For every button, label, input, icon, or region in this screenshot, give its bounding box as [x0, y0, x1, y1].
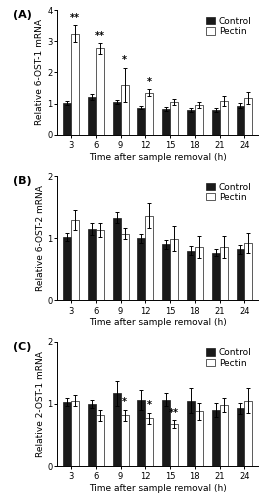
- Text: **: **: [95, 30, 105, 40]
- Bar: [220, 247, 228, 300]
- Bar: [170, 424, 178, 466]
- Bar: [121, 85, 129, 134]
- Bar: [71, 34, 79, 134]
- Bar: [195, 247, 203, 300]
- Text: *: *: [147, 77, 152, 87]
- Bar: [88, 96, 96, 134]
- Bar: [96, 48, 104, 134]
- X-axis label: Time after sample removal (h): Time after sample removal (h): [89, 152, 227, 162]
- Text: **: **: [70, 12, 80, 22]
- Bar: [244, 242, 252, 300]
- Y-axis label: Relative 2-OST-1 mRNA: Relative 2-OST-1 mRNA: [36, 351, 45, 457]
- Bar: [145, 216, 153, 300]
- Text: *: *: [122, 397, 127, 407]
- Bar: [244, 401, 252, 466]
- Bar: [236, 408, 244, 466]
- Bar: [212, 252, 220, 300]
- Bar: [113, 394, 121, 466]
- Bar: [162, 400, 170, 466]
- Legend: Control, Pectin: Control, Pectin: [205, 346, 254, 370]
- Bar: [138, 400, 145, 466]
- Bar: [244, 98, 252, 134]
- X-axis label: Time after sample removal (h): Time after sample removal (h): [89, 484, 227, 493]
- Text: (B): (B): [13, 176, 32, 186]
- Bar: [113, 218, 121, 300]
- Legend: Control, Pectin: Control, Pectin: [205, 180, 254, 204]
- Bar: [96, 415, 104, 466]
- Bar: [96, 230, 104, 300]
- Bar: [212, 110, 220, 134]
- Bar: [220, 102, 228, 134]
- Bar: [162, 109, 170, 134]
- Bar: [88, 404, 96, 466]
- Bar: [121, 415, 129, 466]
- Bar: [236, 106, 244, 134]
- Bar: [113, 102, 121, 134]
- Text: *: *: [122, 56, 127, 66]
- X-axis label: Time after sample removal (h): Time after sample removal (h): [89, 318, 227, 328]
- Bar: [63, 237, 71, 300]
- Y-axis label: Relative 6-OST-1 mRNA: Relative 6-OST-1 mRNA: [36, 20, 45, 126]
- Bar: [162, 244, 170, 300]
- Bar: [138, 108, 145, 134]
- Legend: Control, Pectin: Control, Pectin: [205, 15, 254, 38]
- Bar: [212, 410, 220, 466]
- Text: (C): (C): [13, 342, 32, 352]
- Bar: [187, 110, 195, 134]
- Y-axis label: Relative 6-OST-2 mRNA: Relative 6-OST-2 mRNA: [36, 186, 45, 291]
- Bar: [195, 105, 203, 134]
- Bar: [187, 401, 195, 466]
- Bar: [71, 401, 79, 466]
- Bar: [170, 102, 178, 134]
- Bar: [145, 418, 153, 466]
- Bar: [170, 239, 178, 300]
- Bar: [63, 402, 71, 466]
- Text: (A): (A): [13, 10, 32, 20]
- Bar: [71, 220, 79, 300]
- Bar: [187, 250, 195, 300]
- Bar: [121, 234, 129, 300]
- Bar: [88, 229, 96, 300]
- Text: *: *: [147, 400, 152, 410]
- Bar: [63, 103, 71, 134]
- Text: **: **: [169, 408, 179, 418]
- Bar: [138, 238, 145, 300]
- Bar: [220, 405, 228, 466]
- Bar: [195, 412, 203, 466]
- Bar: [236, 250, 244, 300]
- Bar: [145, 92, 153, 134]
